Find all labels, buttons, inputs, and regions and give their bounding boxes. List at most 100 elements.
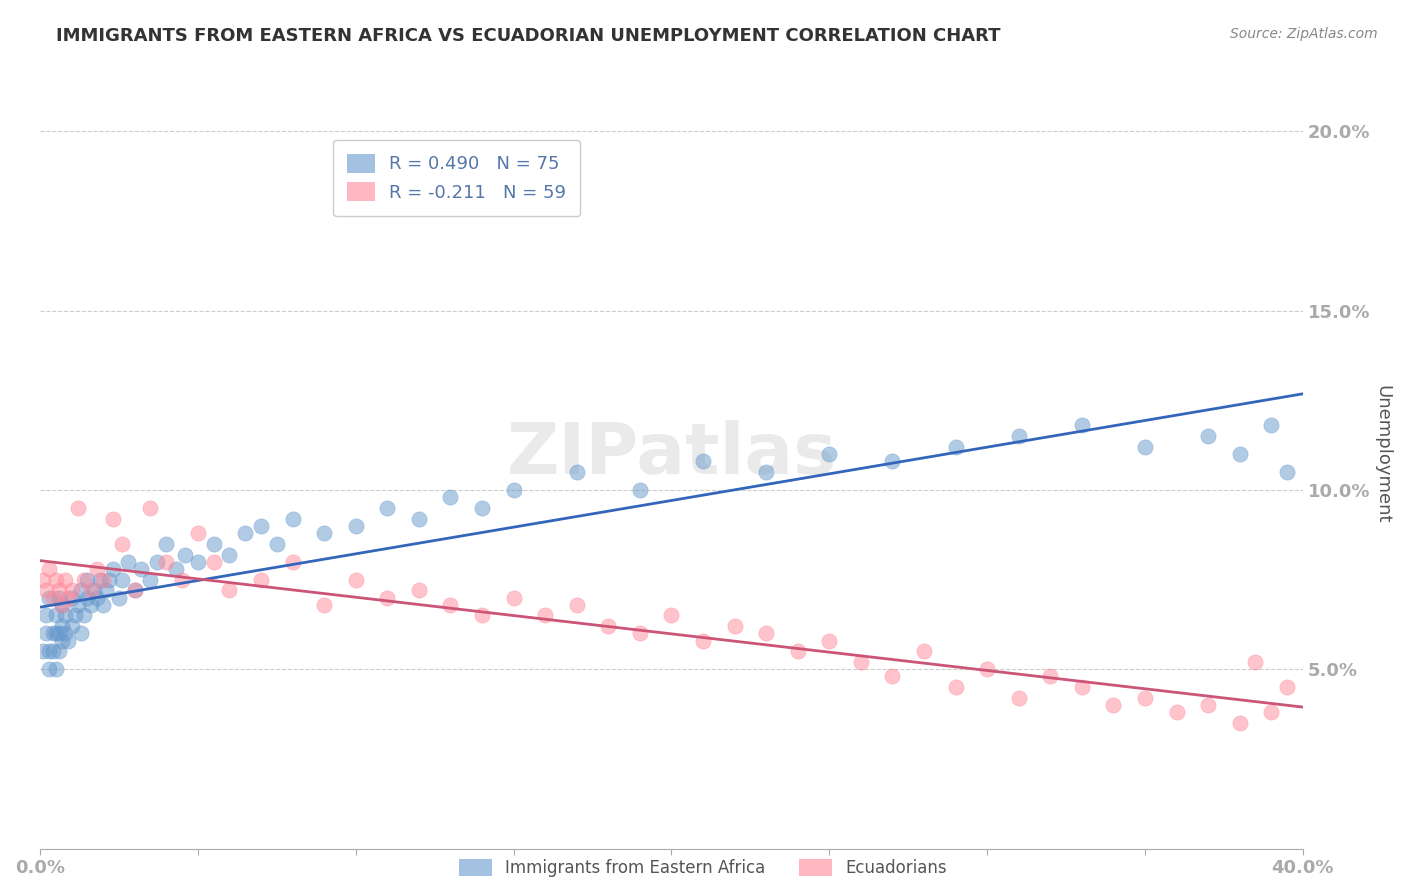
Point bbox=[250, 573, 273, 587]
Point bbox=[723, 619, 745, 633]
Point bbox=[58, 633, 80, 648]
Text: IMMIGRANTS FROM EASTERN AFRICA VS ECUADORIAN UNEMPLOYMENT CORRELATION CHART: IMMIGRANTS FROM EASTERN AFRICA VS ECUADO… bbox=[56, 27, 1001, 45]
Point bbox=[165, 562, 187, 576]
Point bbox=[818, 633, 841, 648]
Point bbox=[38, 644, 60, 658]
Point bbox=[912, 644, 935, 658]
Point bbox=[1133, 690, 1156, 705]
Point bbox=[58, 591, 80, 605]
Point bbox=[91, 598, 114, 612]
Point bbox=[692, 633, 714, 648]
Point bbox=[53, 608, 76, 623]
Point bbox=[60, 591, 83, 605]
Point bbox=[45, 662, 67, 676]
Point bbox=[70, 583, 93, 598]
Point bbox=[111, 537, 134, 551]
Point bbox=[170, 573, 193, 587]
Legend: Immigrants from Eastern Africa, Ecuadorians: Immigrants from Eastern Africa, Ecuadori… bbox=[453, 852, 953, 884]
Point bbox=[344, 518, 367, 533]
Point bbox=[38, 562, 60, 576]
Point bbox=[83, 583, 105, 598]
Point bbox=[139, 573, 162, 587]
Point bbox=[1102, 698, 1125, 713]
Point bbox=[281, 511, 304, 525]
Point bbox=[86, 562, 108, 576]
Point bbox=[1197, 429, 1219, 443]
Point bbox=[98, 573, 121, 587]
Point bbox=[976, 662, 998, 676]
Point bbox=[38, 662, 60, 676]
Point bbox=[314, 526, 336, 541]
Point bbox=[375, 500, 398, 515]
Point bbox=[471, 608, 494, 623]
Point bbox=[1008, 429, 1031, 443]
Point bbox=[79, 583, 101, 598]
Point bbox=[101, 562, 124, 576]
Point bbox=[32, 644, 55, 658]
Point bbox=[51, 619, 73, 633]
Point bbox=[45, 573, 67, 587]
Point bbox=[1197, 698, 1219, 713]
Point bbox=[117, 555, 139, 569]
Point bbox=[76, 573, 98, 587]
Point bbox=[174, 548, 197, 562]
Point bbox=[375, 591, 398, 605]
Point bbox=[882, 669, 904, 683]
Point bbox=[628, 626, 651, 640]
Point bbox=[1070, 418, 1092, 433]
Point bbox=[1229, 716, 1251, 731]
Point bbox=[628, 483, 651, 497]
Point bbox=[76, 591, 98, 605]
Point bbox=[471, 500, 494, 515]
Point bbox=[1244, 655, 1267, 669]
Point bbox=[48, 583, 70, 598]
Point bbox=[266, 537, 288, 551]
Point bbox=[51, 598, 73, 612]
Point bbox=[124, 583, 146, 598]
Point bbox=[41, 591, 63, 605]
Point bbox=[202, 537, 225, 551]
Point bbox=[35, 626, 58, 640]
Point bbox=[598, 619, 620, 633]
Point bbox=[86, 591, 108, 605]
Point bbox=[218, 548, 240, 562]
Point bbox=[96, 583, 118, 598]
Point bbox=[945, 680, 967, 694]
Point bbox=[41, 644, 63, 658]
Point bbox=[1166, 706, 1188, 720]
Point bbox=[408, 511, 430, 525]
Point bbox=[1275, 680, 1298, 694]
Legend: R = 0.490   N = 75, R = -0.211   N = 59: R = 0.490 N = 75, R = -0.211 N = 59 bbox=[333, 140, 581, 216]
Point bbox=[534, 608, 557, 623]
Point bbox=[66, 500, 89, 515]
Point bbox=[755, 465, 778, 479]
Point bbox=[35, 608, 58, 623]
Point bbox=[565, 465, 588, 479]
Point bbox=[439, 598, 461, 612]
Point bbox=[108, 591, 131, 605]
Point bbox=[849, 655, 872, 669]
Point bbox=[1229, 447, 1251, 461]
Point bbox=[155, 537, 177, 551]
Point bbox=[882, 454, 904, 468]
Point bbox=[945, 440, 967, 454]
Text: ZIPatlas: ZIPatlas bbox=[506, 419, 837, 489]
Point bbox=[48, 626, 70, 640]
Point bbox=[187, 555, 209, 569]
Point bbox=[48, 591, 70, 605]
Point bbox=[89, 573, 111, 587]
Point bbox=[1275, 465, 1298, 479]
Point bbox=[155, 555, 177, 569]
Y-axis label: Unemployment: Unemployment bbox=[1374, 384, 1391, 524]
Point bbox=[1039, 669, 1062, 683]
Point bbox=[60, 619, 83, 633]
Point bbox=[48, 644, 70, 658]
Point bbox=[45, 608, 67, 623]
Point bbox=[139, 500, 162, 515]
Point bbox=[1260, 706, 1282, 720]
Point bbox=[1070, 680, 1092, 694]
Point bbox=[755, 626, 778, 640]
Point bbox=[101, 511, 124, 525]
Point bbox=[786, 644, 808, 658]
Point bbox=[692, 454, 714, 468]
